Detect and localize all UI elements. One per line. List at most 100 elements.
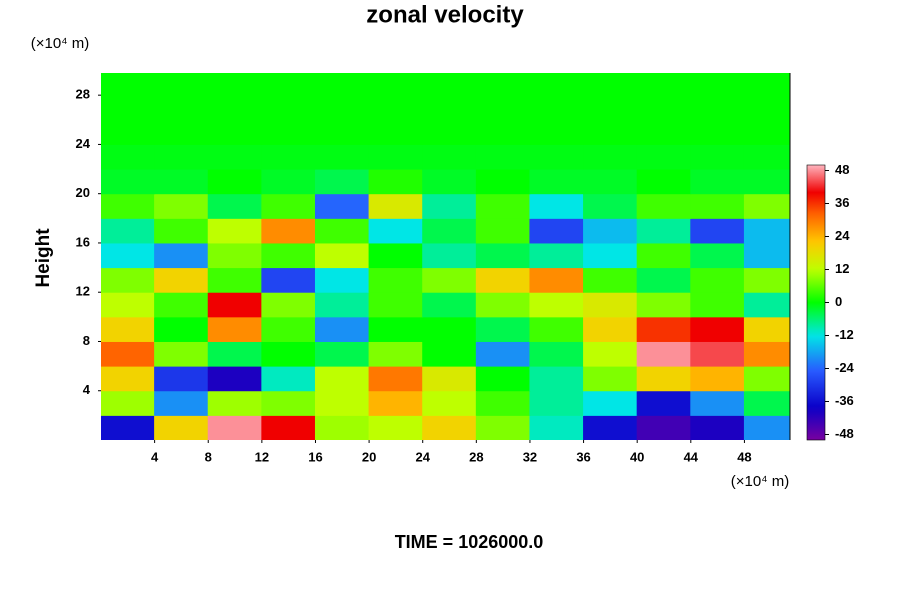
cell <box>475 217 531 244</box>
x-tick-label: 16 <box>308 449 322 464</box>
cell <box>101 340 156 367</box>
cell <box>314 242 370 269</box>
cell <box>583 316 638 342</box>
cell <box>368 73 424 96</box>
cell <box>475 340 531 367</box>
cell <box>690 217 745 244</box>
cell <box>690 340 745 367</box>
cell <box>261 73 316 96</box>
cell <box>368 267 424 293</box>
cell <box>690 267 745 293</box>
cell <box>207 242 263 269</box>
cell <box>475 73 531 96</box>
cell <box>743 168 790 195</box>
cell <box>101 193 156 219</box>
cell <box>154 73 209 96</box>
cell <box>207 73 263 96</box>
cell <box>314 291 370 318</box>
cell <box>101 390 156 416</box>
cell <box>690 119 745 145</box>
cell <box>261 217 316 244</box>
cell <box>475 390 531 416</box>
cell <box>154 94 209 121</box>
cell <box>636 340 692 367</box>
cell <box>690 291 745 318</box>
cell <box>261 291 316 318</box>
cell <box>529 168 585 195</box>
cell <box>154 242 209 269</box>
cell <box>314 143 370 170</box>
cell <box>475 143 531 170</box>
colorbar-tick-label: -48 <box>835 426 854 441</box>
cell <box>154 414 209 440</box>
cell <box>101 73 156 96</box>
cell <box>743 316 790 342</box>
x-unit: (×10⁴ m) <box>731 473 790 490</box>
cell <box>368 119 424 145</box>
cell <box>314 316 370 342</box>
cell <box>743 119 790 145</box>
x-tick-label: 44 <box>684 449 699 464</box>
cell <box>475 291 531 318</box>
cell <box>743 242 790 269</box>
cell <box>368 193 424 219</box>
cell <box>154 365 209 392</box>
cell <box>690 168 745 195</box>
cell <box>583 267 638 293</box>
plot-area <box>101 73 790 440</box>
cell <box>207 217 263 244</box>
cell <box>529 143 585 170</box>
cell <box>101 119 156 145</box>
cell <box>261 340 316 367</box>
x-tick-label: 12 <box>255 449 269 464</box>
cell <box>261 390 316 416</box>
cell <box>368 143 424 170</box>
x-tick-label: 40 <box>630 449 644 464</box>
cell <box>368 242 424 269</box>
cell <box>368 168 424 195</box>
cell <box>529 94 585 121</box>
cell <box>636 119 692 145</box>
cell <box>583 340 638 367</box>
cell <box>583 119 638 145</box>
cell <box>743 340 790 367</box>
cell <box>690 390 745 416</box>
cell <box>475 414 531 440</box>
cell <box>636 390 692 416</box>
cell <box>475 119 531 145</box>
cell <box>314 340 370 367</box>
cell <box>583 217 638 244</box>
cell <box>690 316 745 342</box>
cell <box>636 217 692 244</box>
x-tick-label: 36 <box>576 449 590 464</box>
cell <box>368 340 424 367</box>
cell <box>422 242 477 269</box>
cell <box>636 94 692 121</box>
cell <box>475 267 531 293</box>
colorbar-tick-label: 24 <box>835 228 850 243</box>
cell <box>314 390 370 416</box>
cell <box>690 414 745 440</box>
cell <box>422 267 477 293</box>
cell <box>101 94 156 121</box>
y-axis-label: Height <box>33 228 54 288</box>
cell <box>743 267 790 293</box>
cell <box>529 365 585 392</box>
cell <box>583 365 638 392</box>
cell <box>690 73 745 96</box>
cell <box>368 316 424 342</box>
cell <box>636 193 692 219</box>
cell <box>261 94 316 121</box>
cell <box>422 291 477 318</box>
y-tick-label: 8 <box>83 333 90 348</box>
cell <box>154 267 209 293</box>
cell <box>583 73 638 96</box>
x-tick-label: 4 <box>151 449 159 464</box>
cell <box>314 267 370 293</box>
cell <box>422 340 477 367</box>
y-tick-label: 24 <box>76 136 91 151</box>
cell <box>475 193 531 219</box>
cell <box>314 168 370 195</box>
y-tick-label: 28 <box>76 87 90 102</box>
